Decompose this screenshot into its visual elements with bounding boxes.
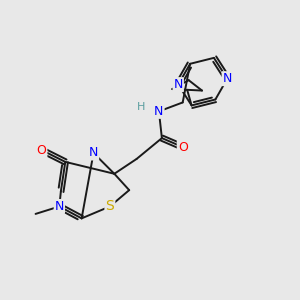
Text: H: H xyxy=(137,102,145,112)
Text: O: O xyxy=(178,140,188,154)
Text: O: O xyxy=(37,143,46,157)
Text: N: N xyxy=(154,105,164,118)
Text: S: S xyxy=(106,200,114,214)
Text: N: N xyxy=(89,146,98,160)
Text: N: N xyxy=(173,78,183,91)
Text: N: N xyxy=(55,200,64,213)
Text: N: N xyxy=(223,72,232,85)
